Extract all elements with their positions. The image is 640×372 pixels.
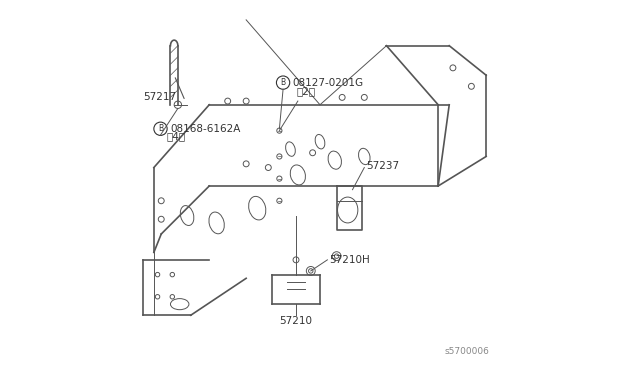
- Text: 08127-0201G: 08127-0201G: [292, 78, 364, 88]
- Text: 08168-6162A: 08168-6162A: [170, 124, 241, 134]
- Text: 57237: 57237: [366, 161, 399, 171]
- Text: B: B: [280, 78, 285, 87]
- Text: 〈2〉: 〈2〉: [296, 86, 315, 96]
- Text: s5700006: s5700006: [445, 347, 490, 356]
- Text: 57210H: 57210H: [329, 255, 370, 265]
- Text: B: B: [158, 124, 163, 133]
- Text: 〈4〉: 〈4〉: [167, 131, 186, 141]
- Text: 57210: 57210: [280, 316, 312, 326]
- Text: 57217: 57217: [143, 92, 176, 102]
